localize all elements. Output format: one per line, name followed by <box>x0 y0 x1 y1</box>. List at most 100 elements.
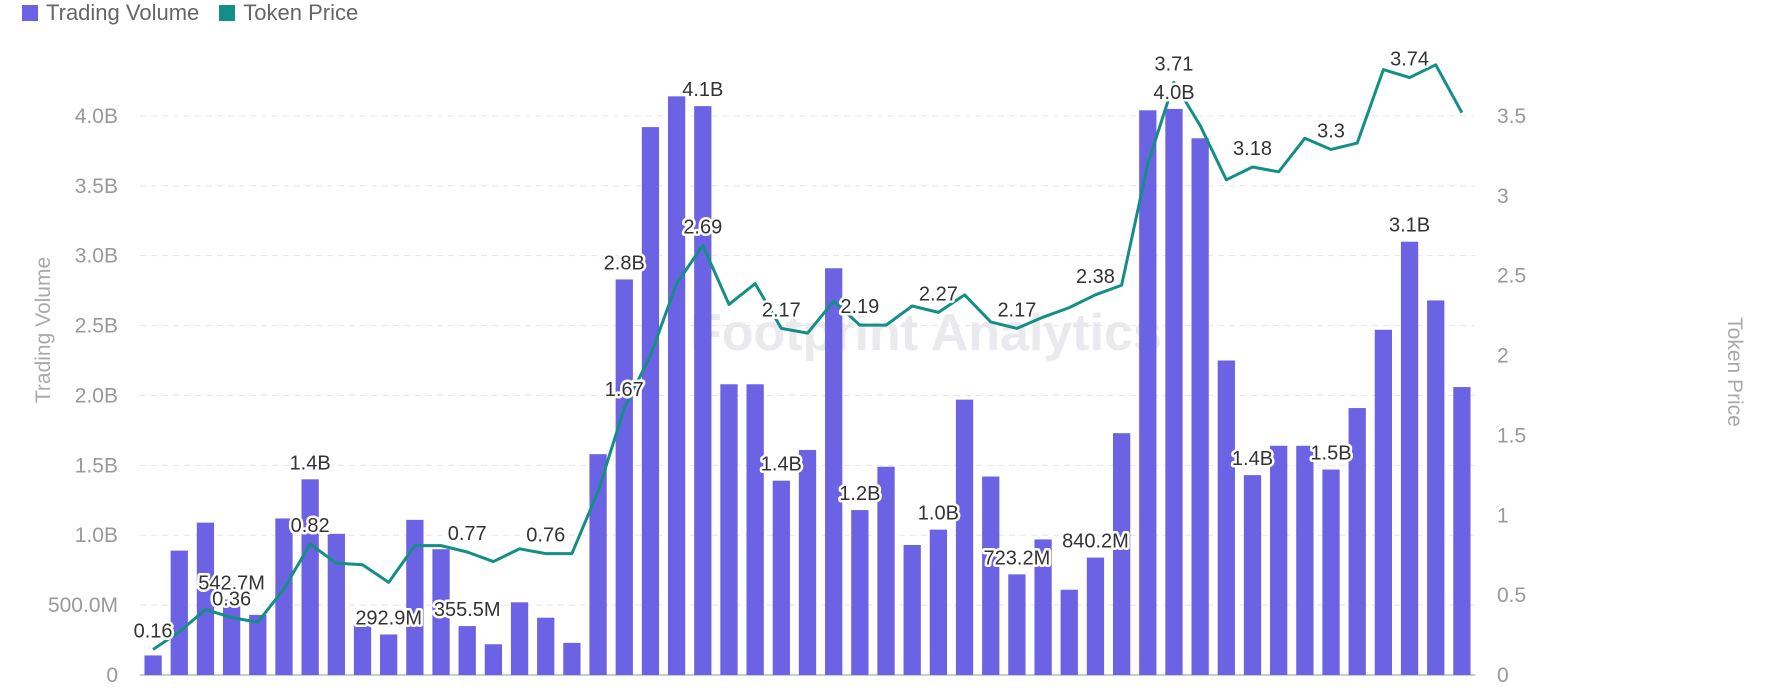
volume-bar <box>615 279 633 675</box>
volume-bar <box>510 602 529 675</box>
y-tick-label: 1.0B <box>75 524 118 547</box>
volume-bar <box>641 127 660 675</box>
volume-bar <box>1348 408 1366 675</box>
volume-bar <box>589 454 607 675</box>
volume-bar <box>851 510 869 675</box>
volume-bar <box>406 519 424 675</box>
price-data-label: 2.19 <box>840 296 879 318</box>
volume-bar <box>720 384 738 675</box>
y-axis-title: Trading Volume <box>32 257 55 403</box>
volume-bar <box>1034 539 1052 675</box>
y-tick-label: 3.5B <box>75 175 118 198</box>
price-swatch-icon <box>219 5 236 21</box>
legend-volume-label: Trading Volume <box>46 0 200 25</box>
volume-data-label: 1.5B <box>1310 443 1351 465</box>
y-tick-label: 2.0B <box>75 384 118 407</box>
volume-bar <box>982 476 1000 675</box>
volume-bar <box>484 644 503 675</box>
volume-bar <box>1400 241 1419 676</box>
volume-data-label: 2.8B <box>604 252 645 274</box>
volume-bar <box>353 623 372 675</box>
y2-tick-label: 1 <box>1497 504 1509 527</box>
volume-data-label: 1.2B <box>839 483 880 505</box>
price-data-label: 0.36 <box>212 588 251 610</box>
volume-bar <box>222 599 241 675</box>
volume-data-label: 1.0B <box>918 503 959 525</box>
volume-bar <box>1112 433 1131 675</box>
volume-bar <box>1427 300 1445 675</box>
price-data-label: 3.18 <box>1233 138 1272 160</box>
y-tick-label: 4.0B <box>75 105 118 128</box>
data-labels: 0.16 542.7M0.36 1.4B 0.82 292.9M 355.5M 0.77 0.… <box>131 46 1433 645</box>
volume-data-label: 723.2M <box>984 547 1051 569</box>
volume-bar <box>249 614 267 675</box>
y-axis-ticks: 0 500.0M 1.0B 1.5B 2.0B 2.5B 3.0B 3.5B 4.0B <box>48 105 118 687</box>
volume-bar <box>746 384 764 675</box>
volume-bar <box>1217 360 1235 675</box>
volume-data-label: 3.1B <box>1389 215 1430 237</box>
volume-bar <box>327 533 345 675</box>
legend-item-price[interactable]: Token Price <box>219 0 358 26</box>
price-data-label: 0.16 <box>134 620 173 642</box>
volume-bar <box>1322 469 1340 675</box>
legend-item-volume[interactable]: Trading Volume <box>22 0 199 26</box>
price-line <box>152 63 1464 651</box>
price-data-label: 2.38 <box>1076 266 1115 288</box>
volume-bar <box>1139 110 1157 676</box>
volume-bar <box>694 106 712 675</box>
volume-bar <box>955 399 974 675</box>
volume-data-label: 1.4B <box>1232 448 1273 470</box>
volume-bar <box>537 617 555 675</box>
volume-bar <box>903 545 921 675</box>
volume-bar <box>432 549 450 675</box>
y2-tick-label: 0.5 <box>1497 584 1526 607</box>
y-tick-label: 3.0B <box>75 245 118 268</box>
volume-bar <box>1191 138 1209 676</box>
volume-bar <box>170 550 188 675</box>
volume-bar <box>877 466 895 675</box>
volume-bar <box>1453 387 1471 675</box>
watermark: Footprint Analytics <box>690 304 1162 362</box>
volume-data-label: 1.4B <box>761 454 802 476</box>
volume-bar <box>458 626 476 675</box>
y2-tick-label: 3.5 <box>1497 105 1526 128</box>
legend-price-label: Token Price <box>243 0 359 25</box>
volume-bar <box>772 480 790 675</box>
y2-tick-label: 2.5 <box>1497 265 1526 288</box>
volume-data-label: 292.9M <box>355 607 422 629</box>
volume-bar <box>1060 589 1078 675</box>
volume-data-label: 4.1B <box>682 79 723 101</box>
volume-data-label: 840.2M <box>1062 531 1129 553</box>
price-data-label: 3.74 <box>1390 49 1429 71</box>
price-data-label: 2.17 <box>762 299 801 321</box>
y-tick-label: 2.5B <box>75 315 118 338</box>
volume-bar <box>144 655 162 675</box>
y2-tick-label: 0 <box>1497 664 1509 687</box>
volume-bar <box>929 529 948 675</box>
price-data-label: 2.27 <box>919 283 958 305</box>
volume-data-label: 355.5M <box>434 599 501 621</box>
volume-bar <box>275 518 293 675</box>
volume-bars <box>144 96 1471 676</box>
price-data-label: 2.69 <box>683 216 722 238</box>
volume-bar <box>301 479 319 675</box>
volume-data-label: 4.0B <box>1153 82 1194 104</box>
volume-bar <box>825 268 843 675</box>
price-data-label: 1.67 <box>605 379 644 401</box>
volume-bar <box>1243 475 1262 675</box>
volume-swatch-icon <box>22 5 38 21</box>
y2-tick-label: 2 <box>1497 345 1509 368</box>
price-data-label: 0.77 <box>448 523 487 545</box>
y2-tick-label: 3 <box>1497 185 1509 208</box>
price-data-label: 3.3 <box>1317 120 1345 142</box>
legend: Trading Volume Token Price <box>22 0 358 26</box>
price-data-label: 2.17 <box>997 299 1036 321</box>
volume-data-label: 1.4B <box>290 452 331 474</box>
volume-bar <box>1270 445 1288 675</box>
y2-tick-label: 1.5 <box>1497 424 1526 447</box>
volume-bar <box>1296 445 1314 675</box>
volume-bar <box>667 96 686 675</box>
y2-axis-ticks: 0 0.5 1 1.5 2 2.5 3 3.5 <box>1497 105 1526 687</box>
volume-bar <box>563 642 581 675</box>
